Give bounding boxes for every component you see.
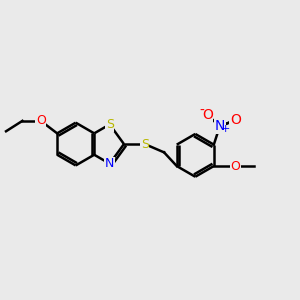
Text: S: S	[141, 138, 149, 151]
Text: N: N	[214, 119, 225, 133]
Text: -: -	[200, 103, 204, 118]
Text: S: S	[106, 118, 114, 131]
Text: +: +	[220, 124, 230, 134]
Text: O: O	[230, 113, 241, 127]
Text: O: O	[230, 160, 240, 172]
Text: O: O	[36, 114, 46, 128]
Text: N: N	[105, 157, 114, 170]
Text: O: O	[202, 108, 213, 122]
